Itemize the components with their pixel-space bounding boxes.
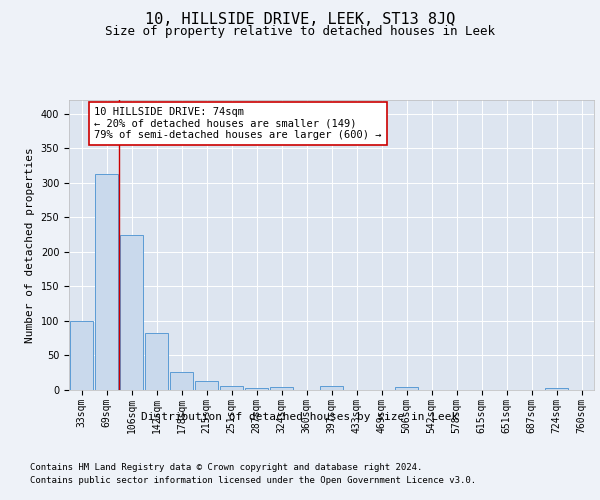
Bar <box>195 381 218 390</box>
Text: Distribution of detached houses by size in Leek: Distribution of detached houses by size … <box>142 412 458 422</box>
Bar <box>145 334 168 390</box>
Bar <box>545 388 568 390</box>
Bar <box>220 386 243 390</box>
Bar <box>170 372 193 390</box>
Text: Size of property relative to detached houses in Leek: Size of property relative to detached ho… <box>105 25 495 38</box>
Bar <box>95 174 118 390</box>
Bar <box>245 388 268 390</box>
Text: Contains HM Land Registry data © Crown copyright and database right 2024.: Contains HM Land Registry data © Crown c… <box>30 462 422 471</box>
Bar <box>395 387 418 390</box>
Bar <box>120 236 143 390</box>
Text: Contains public sector information licensed under the Open Government Licence v3: Contains public sector information licen… <box>30 476 476 485</box>
Bar <box>70 321 93 390</box>
Bar <box>320 386 343 390</box>
Text: 10, HILLSIDE DRIVE, LEEK, ST13 8JQ: 10, HILLSIDE DRIVE, LEEK, ST13 8JQ <box>145 12 455 28</box>
Text: 10 HILLSIDE DRIVE: 74sqm
← 20% of detached houses are smaller (149)
79% of semi-: 10 HILLSIDE DRIVE: 74sqm ← 20% of detach… <box>94 107 382 140</box>
Y-axis label: Number of detached properties: Number of detached properties <box>25 147 35 343</box>
Bar <box>270 387 293 390</box>
